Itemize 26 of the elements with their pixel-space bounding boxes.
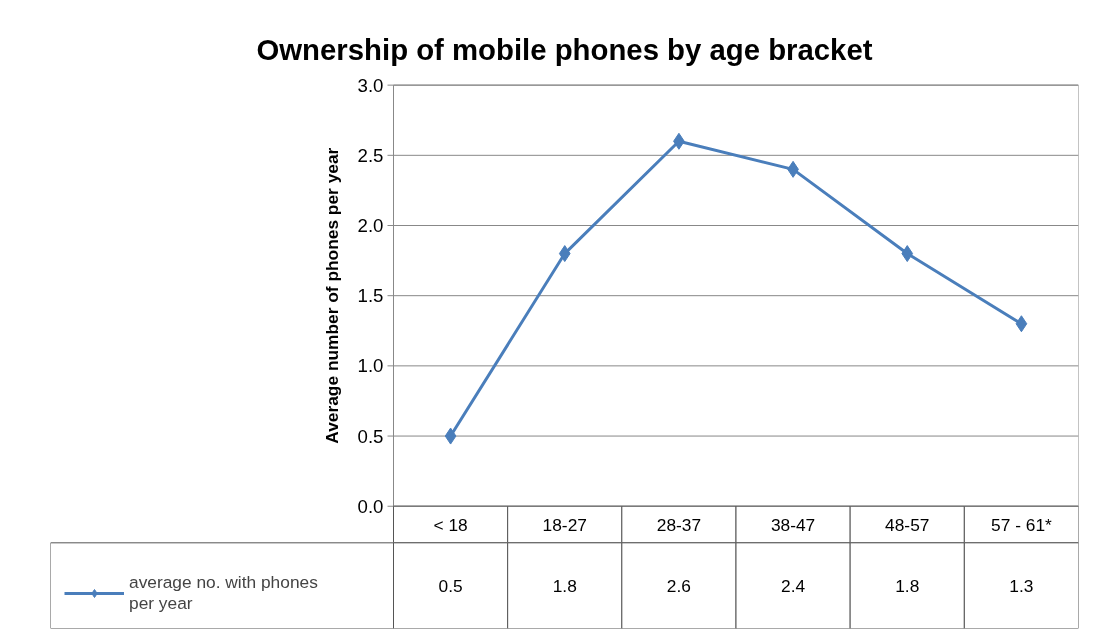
y-tick-label: 2.0	[357, 215, 384, 236]
x-tick-label: 48-57	[885, 514, 930, 535]
chart-title: Ownership of mobile phones by age bracket	[256, 32, 873, 66]
data-label: 1.8	[895, 575, 920, 596]
legend-label: average no. with phones per year	[129, 572, 318, 614]
y-tick-label: 1.0	[357, 355, 384, 377]
y-tick-label: 0.5	[357, 425, 384, 447]
point	[558, 245, 571, 263]
y-tick-label: 3.0	[357, 74, 384, 96]
data-label: 0.5	[438, 575, 463, 596]
y-tick-label: 1.5	[357, 285, 384, 307]
data-label: 2.6	[666, 575, 691, 596]
x-tick-label: 38-47	[770, 514, 816, 535]
y-tick-label: 0.0	[357, 495, 384, 517]
x-tick-label: 57 - 61*	[991, 514, 1053, 535]
x-tick-label: < 18	[433, 514, 468, 535]
data-label: 1.3	[1009, 575, 1034, 596]
point	[901, 245, 914, 263]
x-tick-label: 28-37	[656, 514, 702, 535]
x-tick-label: 18-27	[542, 514, 587, 535]
y-tick-label: 2.5	[357, 144, 384, 166]
point	[1015, 315, 1028, 333]
y-axis-title: Average number of phones per year	[321, 147, 342, 444]
point	[444, 427, 457, 445]
data-label: 2.4	[781, 575, 806, 596]
data-label: 1.8	[552, 575, 577, 596]
